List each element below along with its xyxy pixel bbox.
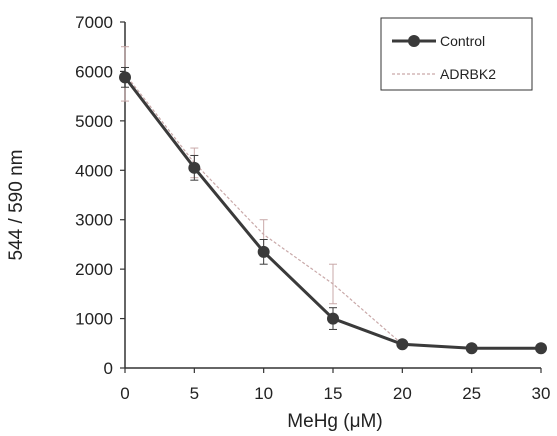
x-ticks: 0 5 10 15 20 25 30 [120, 368, 550, 403]
series-line [124, 73, 541, 349]
data-point [119, 71, 131, 84]
legend-marker [408, 35, 420, 47]
data-point [188, 161, 201, 174]
y-tick-label: 0 [104, 359, 113, 378]
y-tick-label: 1000 [75, 310, 113, 329]
x-tick-label: 15 [324, 384, 343, 403]
data-point [396, 338, 409, 351]
x-tick-label: 10 [254, 384, 273, 403]
x-tick-label: 0 [120, 384, 129, 403]
data-point [535, 342, 547, 355]
data-point [327, 312, 339, 325]
x-tick-label: 20 [393, 384, 412, 403]
y-tick-label: 5000 [75, 112, 113, 131]
x-tick-label: 5 [190, 384, 199, 403]
y-ticks: 0 1000 2000 3000 4000 5000 6000 7000 [75, 13, 125, 378]
legend-box [380, 17, 533, 91]
y-tick-label: 3000 [75, 211, 113, 230]
y-axis-title: 544 / 590 nm [6, 150, 27, 261]
series-layer [119, 46, 547, 355]
legend: Control ADRBK2 [380, 17, 533, 91]
data-point [257, 245, 270, 258]
series-adrbk2 [121, 46, 541, 349]
legend-items: Control ADRBK2 [392, 33, 496, 82]
data-point [465, 342, 478, 355]
y-tick-label: 4000 [75, 161, 113, 180]
legend-label: ADRBK2 [440, 66, 496, 82]
x-tick-label: 25 [462, 384, 481, 403]
series-control [119, 66, 547, 355]
x-axis-title: MeHg (μM) [287, 411, 382, 432]
y-tick-label: 6000 [75, 62, 113, 81]
x-tick-label: 30 [532, 384, 551, 403]
y-tick-label: 2000 [75, 260, 113, 279]
y-tick-label: 7000 [75, 13, 113, 32]
legend-label: Control [440, 33, 485, 49]
